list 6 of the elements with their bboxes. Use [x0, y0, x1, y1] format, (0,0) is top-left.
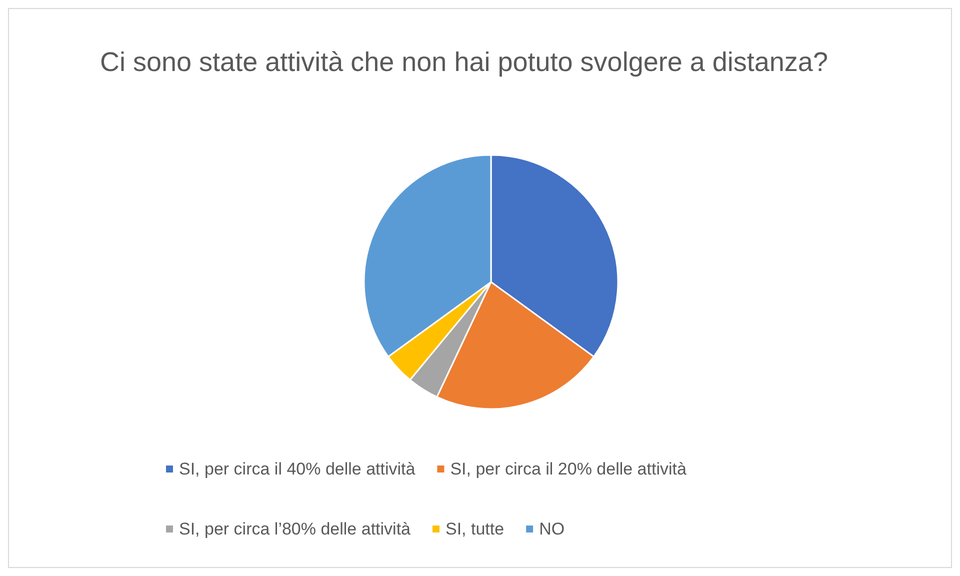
legend-label: SI, tutte	[445, 520, 504, 538]
legend-label: SI, per circa il 20% delle attività	[450, 460, 687, 478]
legend-label: NO	[539, 520, 565, 538]
chart-title: Ci sono state attività che non hai potuto svolgere a distanza?	[100, 47, 828, 77]
legend-label: SI, per circa il 40% delle attività	[179, 460, 416, 478]
legend-label: SI, per circa l’80% delle attività	[179, 520, 412, 538]
